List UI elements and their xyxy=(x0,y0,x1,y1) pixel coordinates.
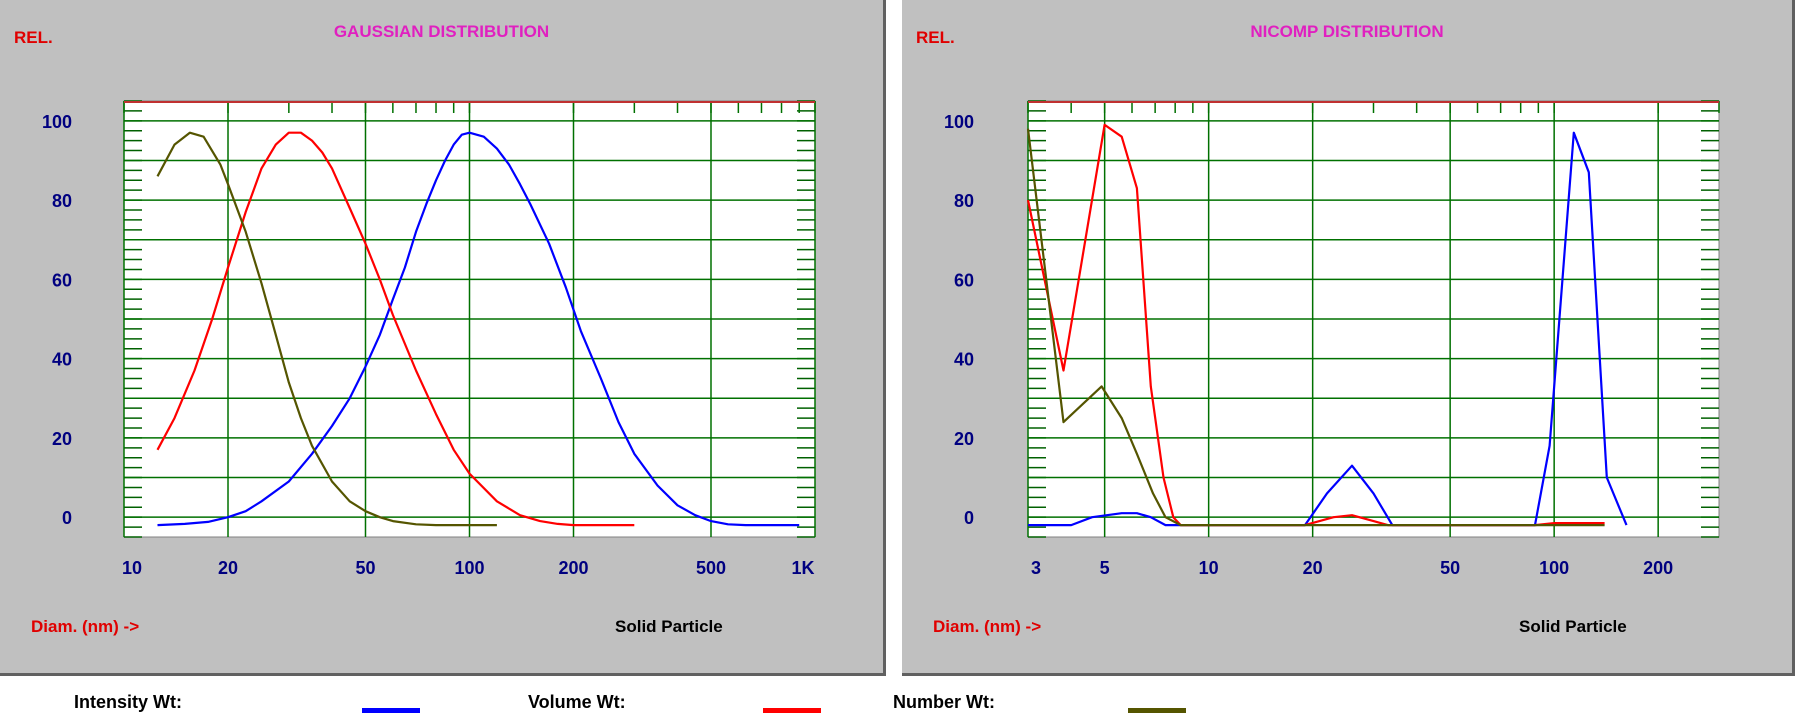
panel-title: GAUSSIAN DISTRIBUTION xyxy=(333,22,550,41)
x-tick-label: 200 xyxy=(1643,558,1673,578)
series-line-number-wt xyxy=(156,131,497,527)
y-tick-label: 100 xyxy=(944,112,974,132)
y-axis-label: REL. xyxy=(916,28,955,47)
x-tick-label: 20 xyxy=(1303,558,1323,578)
x-tick-label: 5 xyxy=(1100,558,1110,578)
legend-swatch-volume xyxy=(763,708,821,713)
y-tick-label: 60 xyxy=(52,270,72,290)
x-axis-label: Diam. (nm) -> xyxy=(933,617,1042,636)
x-tick-label: 1K xyxy=(791,558,814,578)
y-tick-label: 20 xyxy=(52,429,72,449)
nicomp-panel: NICOMP DISTRIBUTION REL. 0 20 40 60 80 100 3 5 1… xyxy=(902,0,1795,676)
y-tick-label: 40 xyxy=(954,350,974,370)
legend-swatch-number xyxy=(1128,708,1186,713)
x-tick-label: 20 xyxy=(218,558,238,578)
legend-label-number: Number Wt: xyxy=(893,692,995,712)
x-tick-label: 10 xyxy=(1199,558,1219,578)
series-line-intensity-wt xyxy=(1028,131,1628,527)
gaussian-panel: GAUSSIAN DISTRIBUTION REL. 0 20 40 60 80 100 1… xyxy=(0,0,886,676)
x-tick-label: 100 xyxy=(454,558,484,578)
y-tick-label: 0 xyxy=(62,508,72,528)
x-tick-label: 500 xyxy=(696,558,726,578)
y-axis-label: REL. xyxy=(14,28,53,47)
x-tick-label: 50 xyxy=(1440,558,1460,578)
x-tick-label: 100 xyxy=(1539,558,1569,578)
series-line-intensity-wt xyxy=(157,131,800,527)
y-tick-label: 80 xyxy=(954,191,974,211)
x-tick-label: 200 xyxy=(558,558,588,578)
gaussian-chart: 0 20 40 60 80 100 10 20 50 100 200 500 1K xyxy=(42,100,816,578)
legend-label-volume: Volume Wt: xyxy=(528,692,626,712)
y-tick-label: 0 xyxy=(964,508,974,528)
y-tick-label: 80 xyxy=(52,191,72,211)
sample-type-label: Solid Particle xyxy=(1519,617,1627,636)
legend-label-intensity: Intensity Wt: xyxy=(74,692,182,712)
x-tick-label: 3 xyxy=(1031,558,1041,578)
y-tick-label: 20 xyxy=(954,429,974,449)
legend-swatch-intensity xyxy=(362,708,420,713)
panel-title: NICOMP DISTRIBUTION xyxy=(1250,22,1444,41)
y-tick-label: 40 xyxy=(52,350,72,370)
x-axis-label: Diam. (nm) -> xyxy=(31,617,140,636)
y-tick-label: 100 xyxy=(42,112,72,132)
sample-type-label: Solid Particle xyxy=(615,617,723,636)
y-tick-label: 60 xyxy=(954,270,974,290)
nicomp-chart: 0 20 40 60 80 100 3 5 10 20 50 100 200 xyxy=(944,100,1720,578)
series-line-number-wt xyxy=(1026,128,1605,527)
x-tick-label: 10 xyxy=(122,558,142,578)
series-line-volume-wt xyxy=(156,131,635,527)
x-tick-label: 50 xyxy=(355,558,375,578)
